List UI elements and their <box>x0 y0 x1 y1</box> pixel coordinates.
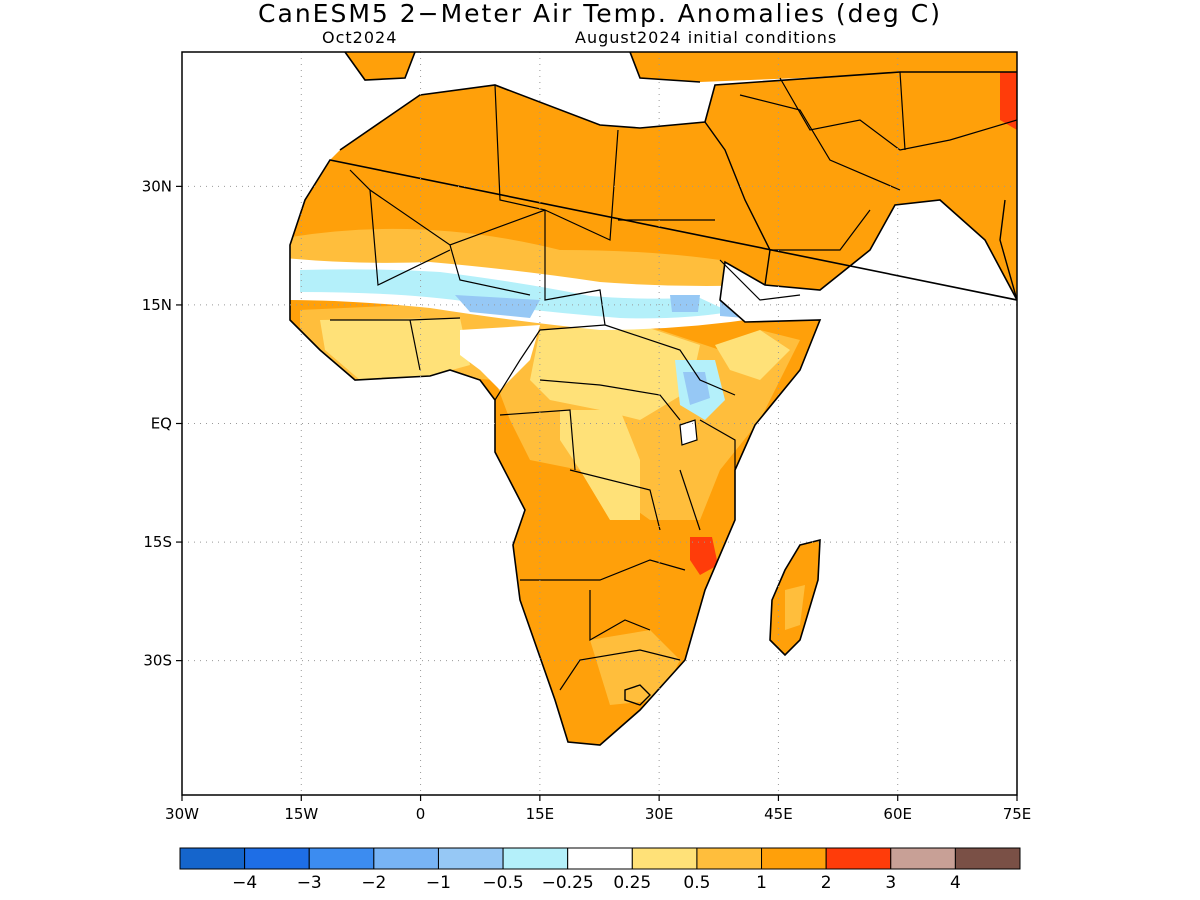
malawi-hotspot <box>690 537 718 575</box>
congo-weak <box>560 410 640 520</box>
initial-conditions: August2024 initial conditions <box>575 28 838 47</box>
lon-tick-label: 30E <box>645 805 674 823</box>
europe-coastline <box>344 52 701 83</box>
horn-weak <box>715 330 790 380</box>
axis-ticks <box>176 185 1018 801</box>
colorbar-swatch <box>244 847 310 870</box>
lon-tick-label: 15E <box>526 805 555 823</box>
gulf-neutral <box>460 325 540 390</box>
colorbar-swatch <box>308 847 375 870</box>
colorbar-label: −0.25 <box>542 873 594 893</box>
madagascar-moderate <box>785 585 805 630</box>
colorbar-swatch <box>373 847 439 870</box>
sahel-cool <box>300 269 730 319</box>
lon-tick-label: 75E <box>1003 805 1032 823</box>
lat-tick-label: 30S <box>143 652 172 670</box>
colorbar-swatch <box>179 847 246 870</box>
europe-anomaly-right <box>630 52 1017 82</box>
lon-tick-label: 30W <box>165 805 199 823</box>
colorbar-swatch <box>567 847 633 870</box>
map-title: CanESM5 2−Meter Air Temp. Anomalies (deg… <box>258 0 942 28</box>
country-borders <box>330 71 1017 691</box>
south-africa-moderate <box>590 630 680 705</box>
lon-tick-label: 15W <box>284 805 318 823</box>
lat-tick-label: EQ <box>151 415 172 433</box>
colorbar-label: 3 <box>885 873 896 893</box>
colorbar-label: −3 <box>297 873 322 893</box>
madagascar-coastline <box>769 538 821 657</box>
india-coast <box>999 199 1017 301</box>
sahel-cooler <box>455 295 540 318</box>
colorbar-swatch <box>696 847 763 870</box>
lon-tick-label: 0 <box>416 805 426 823</box>
lake-victoria <box>679 419 698 446</box>
red-sea-coast <box>704 121 771 286</box>
colorbar-swatch <box>825 847 892 870</box>
colorbar-label: 0.25 <box>613 873 651 893</box>
central-weak <box>530 325 700 420</box>
colorbar-label: 0.5 <box>683 873 710 893</box>
uganda-cooler <box>683 372 710 405</box>
colorbar-label: 2 <box>821 873 832 893</box>
ne-hotspot <box>1000 72 1017 130</box>
colorbar-label: −0.5 <box>482 873 523 893</box>
africa-coastline <box>289 71 1017 746</box>
lon-tick-label: 45E <box>764 805 793 823</box>
colorbar: −4 −3 −2 −1 −0.5 −0.25 0.25 0.5 1 2 3 4 <box>179 847 1021 893</box>
colorbar-label: −2 <box>361 873 386 893</box>
lon-tick-label: 60E <box>883 805 912 823</box>
sudan-cooler <box>670 295 700 312</box>
colorbar-label: −1 <box>426 873 451 893</box>
axis-labels: 30W 15W 0 15E 30E 45E 60E 75E 30N 15N EQ 15S 30S <box>142 177 1032 823</box>
europe-anomaly-left <box>345 52 415 80</box>
colorbar-label: 4 <box>950 873 961 893</box>
west-africa-weak <box>320 318 470 380</box>
lesotho-border <box>624 684 651 706</box>
colorbar-swatch <box>890 847 956 870</box>
lat-tick-label: 15N <box>142 296 172 314</box>
colorbar-swatch <box>437 847 504 870</box>
colorbar-swatch <box>761 847 827 870</box>
colorbar-label: 1 <box>756 873 767 893</box>
colorbar-swatch <box>502 847 569 870</box>
forecast-month: Oct2024 <box>322 28 398 47</box>
colorbar-swatch <box>631 847 698 870</box>
colorbar-label: −4 <box>232 873 257 893</box>
lat-tick-label: 15S <box>143 533 172 551</box>
lat-tick-label: 30N <box>142 177 172 195</box>
colorbar-swatch <box>954 847 1021 870</box>
